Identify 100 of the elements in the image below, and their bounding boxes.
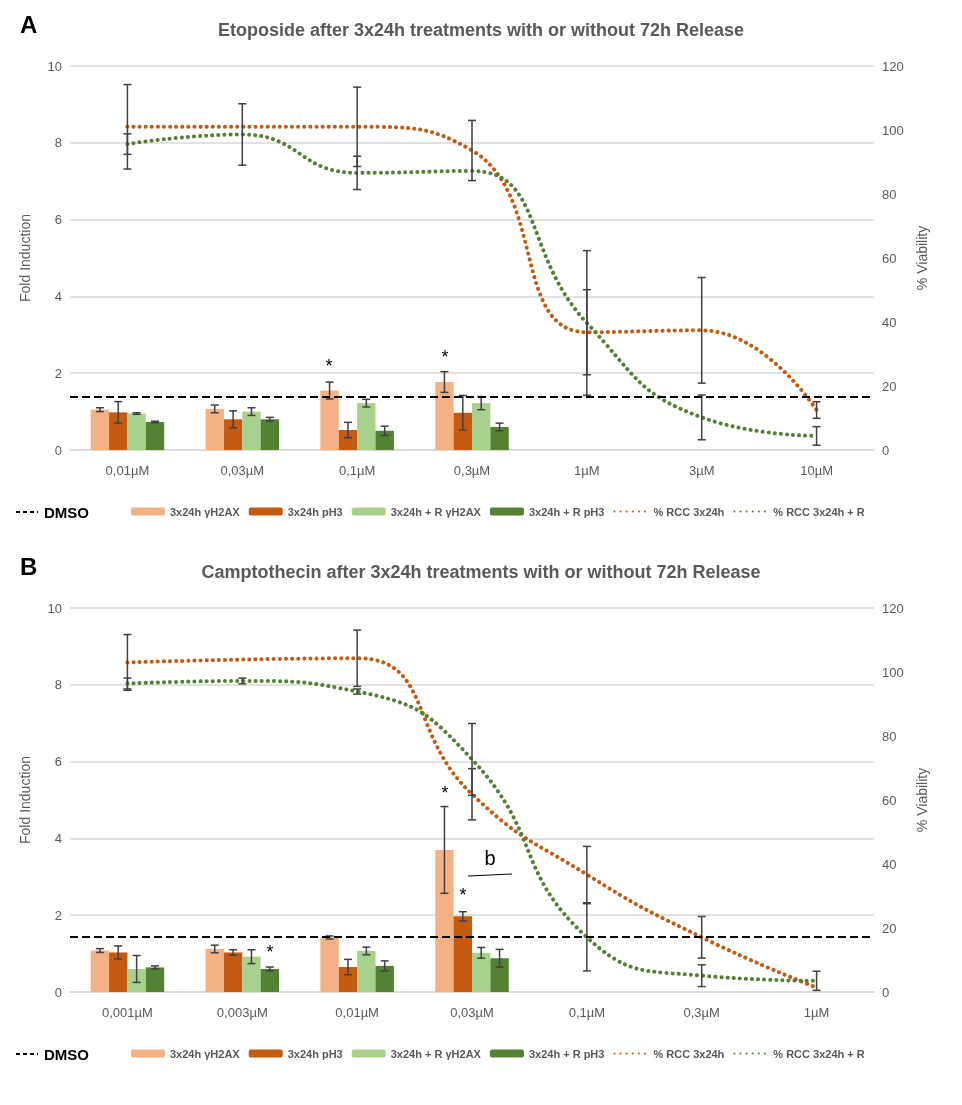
legend-label: 3x24h γH2AX (170, 505, 241, 518)
text: A (20, 10, 38, 38)
bar (127, 968, 146, 992)
bar (490, 958, 509, 992)
bar (375, 965, 394, 992)
y-tick-label: 2 (54, 907, 62, 923)
bar (357, 950, 376, 992)
bar (242, 956, 261, 992)
bar (205, 948, 224, 992)
bar (90, 950, 110, 992)
chart-title: Camptothecin after 3x24h treatments with or without 72h Release (201, 562, 761, 582)
x-tick-label: 0,01µM (105, 463, 150, 478)
y-tick-label: 8 (54, 135, 62, 151)
legend-label: % RCC 3x24h (653, 1047, 725, 1060)
annotation: * (266, 942, 274, 962)
legend-label: 3x24h pH3 (287, 1047, 343, 1060)
y-tick-label: 4 (54, 288, 62, 304)
bar (109, 412, 128, 450)
x-tick-label: 0,001µM (102, 1005, 153, 1020)
x-tick-label: 0,3µM (453, 463, 491, 478)
bar (242, 411, 261, 450)
x-tick-label: 1µM (574, 463, 600, 478)
y-tick-label: 6 (54, 212, 62, 228)
bar (490, 426, 509, 450)
y2-tick-label: 60 (882, 250, 897, 266)
y-axis-title: Fold Induction (17, 756, 33, 844)
legend-label: 3x24h γH2AX (170, 1047, 241, 1060)
x-tick-label: 3µM (688, 463, 715, 478)
bar (357, 403, 376, 450)
y2-tick-label: 100 (882, 664, 904, 680)
y-tick-label: 10 (47, 58, 62, 74)
bar (260, 968, 280, 992)
y2-tick-label: 100 (882, 122, 904, 138)
legend-label: DMSO (44, 503, 90, 521)
bar (90, 409, 110, 450)
bar (453, 412, 472, 450)
legend-label: 3x24h pH3 (287, 505, 343, 518)
y2-tick-label: 40 (882, 314, 897, 330)
bar (435, 849, 454, 992)
x-tick-label: 0,003µM (216, 1005, 268, 1020)
y2-tick-label: 60 (882, 792, 897, 808)
legend-label: % RCC 3x24h + R (773, 505, 865, 518)
y-tick-label: 0 (54, 984, 62, 1000)
legend-label: % RCC 3x24h + R (773, 1047, 865, 1060)
x-tick-label: 0,3µM (683, 1005, 720, 1020)
x-tick-label: 0,1µM (338, 463, 376, 478)
y2-tick-label: 0 (882, 442, 890, 458)
annotation: * (441, 783, 449, 803)
legend-label: 3x24h + R γH2AX (390, 1047, 482, 1060)
text: B (20, 552, 38, 580)
legend-label: 3x24h + R pH3 (528, 1047, 605, 1060)
chart-title: Etoposide after 3x24h treatments with or without 72h Release (217, 20, 745, 40)
bar (472, 952, 491, 992)
bar (338, 967, 358, 992)
bar (145, 421, 165, 450)
x-tick-label: 0,01µM (335, 1005, 379, 1020)
legend-label: 3x24h + R γH2AX (390, 505, 482, 518)
y2-tick-label: 20 (882, 920, 897, 936)
y-tick-label: 4 (54, 830, 62, 846)
bar (109, 952, 128, 992)
y2-tick-label: 0 (882, 984, 890, 1000)
y2-tick-label: 80 (882, 186, 897, 202)
y2-tick-label: 20 (882, 378, 897, 394)
y-tick-label: 8 (54, 677, 62, 693)
y2-tick-label: 120 (882, 58, 904, 74)
bar (223, 952, 243, 992)
legend-label: 3x24h + R pH3 (528, 505, 605, 518)
x-tick-label: 10µM (800, 463, 833, 478)
bar (435, 382, 454, 450)
bar (127, 413, 146, 450)
legend-label: % RCC 3x24h (653, 505, 725, 518)
annotation: b (484, 847, 496, 869)
y-tick-label: 6 (54, 754, 62, 770)
bar (145, 967, 165, 992)
bar (205, 408, 224, 450)
bar (375, 430, 394, 450)
y-axis-title: Fold Induction (17, 214, 33, 302)
y2-axis-title: % Viability (913, 225, 930, 291)
y-tick-label: 0 (54, 442, 62, 458)
y2-axis-title: % Viability (913, 767, 930, 833)
y2-tick-label: 80 (882, 728, 897, 744)
bar (453, 916, 472, 992)
annotation: * (325, 356, 333, 376)
bar (260, 419, 280, 450)
y-tick-label: 10 (47, 600, 62, 616)
y2-tick-label: 40 (882, 856, 897, 872)
x-tick-label: 0,03µM (220, 463, 265, 478)
bar (320, 937, 339, 992)
annotation: * (441, 347, 449, 367)
y-tick-label: 2 (54, 365, 62, 381)
bar (338, 430, 358, 450)
bar (472, 403, 491, 450)
x-tick-label: 1µM (803, 1005, 830, 1020)
y2-tick-label: 120 (882, 600, 904, 616)
x-tick-label: 0,1µM (568, 1005, 606, 1020)
legend-label: DMSO (44, 1045, 90, 1063)
bar (223, 419, 243, 450)
annotation: * (459, 885, 467, 905)
bar (320, 390, 339, 450)
x-tick-label: 0,03µM (450, 1005, 494, 1020)
